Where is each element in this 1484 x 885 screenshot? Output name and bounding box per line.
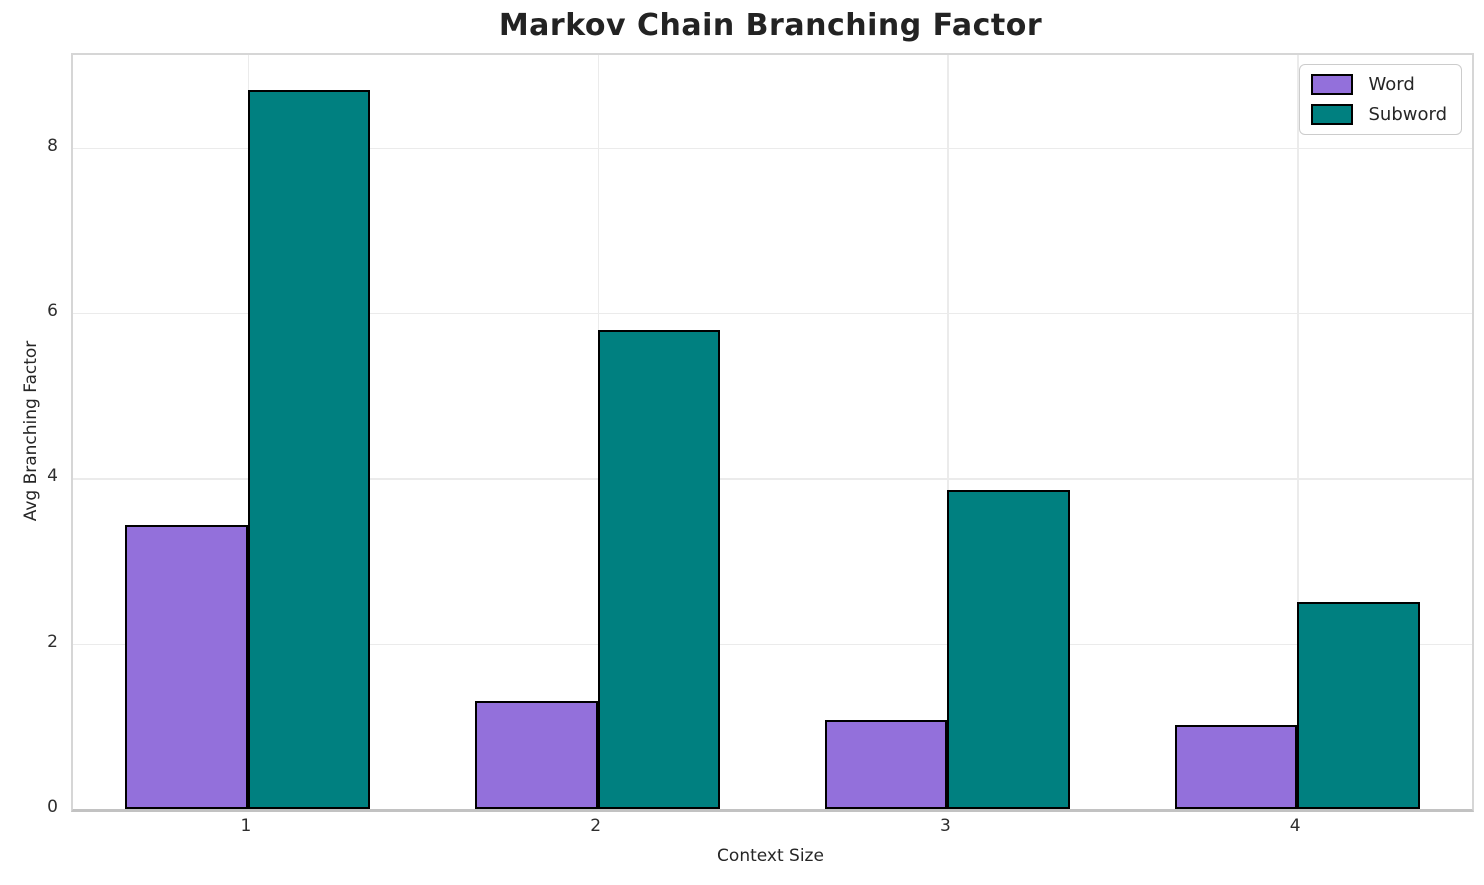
x-tick-label: 2	[590, 816, 602, 836]
y-gridline	[73, 478, 1472, 480]
bar-word-context-3	[824, 719, 948, 809]
y-tick-label: 4	[47, 466, 58, 487]
y-tick-label: 8	[47, 135, 58, 156]
y-gridline	[73, 643, 1472, 646]
bar-word-context-4	[1174, 724, 1298, 809]
bar-word-context-2	[475, 700, 598, 809]
legend-item-word: Word	[1311, 74, 1447, 95]
x-gridline	[947, 55, 949, 809]
legend-item-subword: Subword	[1311, 104, 1447, 125]
y-tick-label: 0	[47, 797, 58, 817]
bar-word-context-1	[125, 525, 248, 809]
y-gridline	[73, 312, 1472, 315]
x-tick-label: 4	[1289, 816, 1301, 836]
bar-subword-context-2	[597, 330, 721, 809]
legend: Word Subword	[1299, 64, 1462, 135]
bar-subword-context-1	[247, 89, 371, 809]
y-tick-label: 6	[47, 300, 58, 321]
y-gridline	[73, 147, 1472, 150]
x-gridline	[1297, 55, 1299, 809]
legend-label: Subword	[1368, 104, 1447, 125]
legend-swatch-subword	[1311, 104, 1354, 125]
x-axis-label: Context Size	[717, 846, 824, 866]
legend-swatch-word	[1311, 74, 1354, 95]
legend-label: Word	[1368, 74, 1415, 95]
chart-title: Markov Chain Branching Factor	[498, 8, 1043, 43]
x-tick-label: 1	[240, 816, 252, 836]
plot-area: Word Subword	[71, 53, 1474, 812]
x-tick-label: 3	[939, 816, 951, 836]
bar-subword-context-3	[947, 489, 1070, 809]
bar-subword-context-4	[1297, 601, 1420, 809]
y-axis-label: Avg Branching Factor	[21, 340, 41, 522]
y-tick-label: 2	[47, 631, 58, 652]
